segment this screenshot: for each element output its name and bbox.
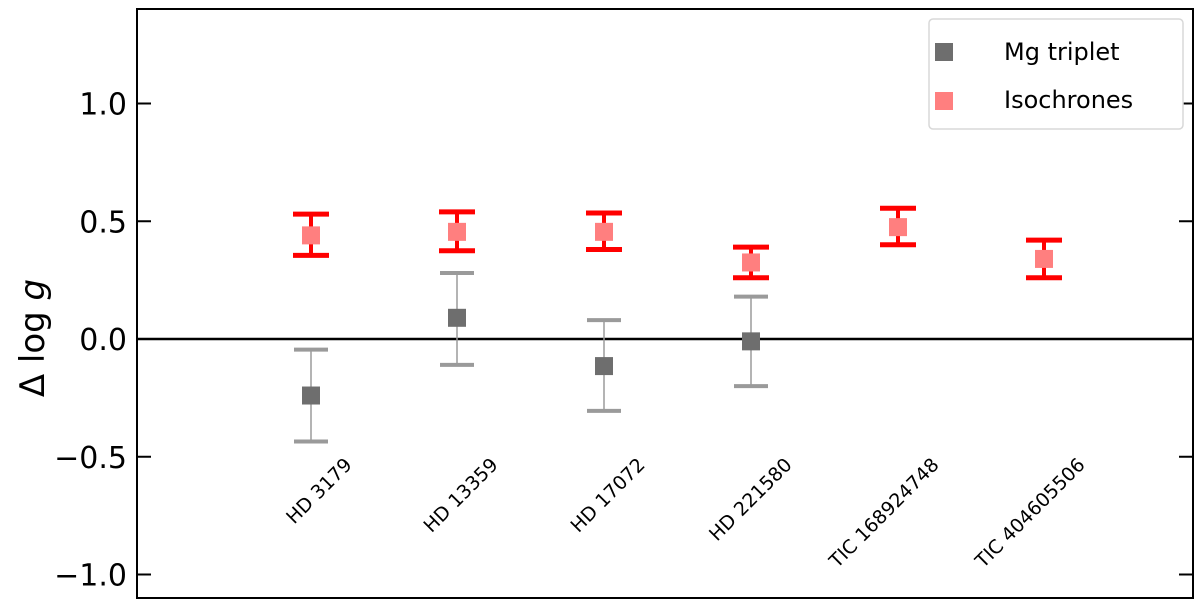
legend-box	[928, 18, 1184, 130]
y-tick-label: −1.0	[54, 559, 127, 594]
y-axis: 1.0 0.5 0.0 −0.5 −1.0	[54, 88, 1193, 594]
y-axis-title: Δ log g	[13, 279, 53, 397]
y-tick-label: 0.5	[79, 205, 127, 240]
category-label: HD 221580	[705, 454, 797, 546]
isochrones-marker	[742, 253, 760, 272]
plot-frame	[136, 8, 1194, 599]
y-tick-label: −0.5	[54, 441, 127, 476]
category-labels: HD 3179 HD 13359 HD 17072 HD 221580 TIC 1689…	[282, 454, 1089, 573]
legend-marker-mg-triplet	[935, 43, 953, 61]
data-layer	[293, 205, 1062, 444]
mg-triplet-marker	[448, 308, 466, 327]
y-tick-label: 0.0	[79, 323, 127, 358]
isochrones-marker	[1035, 249, 1053, 268]
category-label: HD 17072	[567, 454, 650, 537]
legend-marker-isochrones	[935, 92, 953, 110]
y-axis-title-variable: g	[13, 279, 53, 301]
legend-label-mg-triplet: Mg triplet	[1004, 38, 1120, 66]
category-label: HD 3179	[282, 454, 356, 528]
category-label: HD 13359	[420, 454, 503, 537]
legend: Mg triplet Isochrones	[928, 18, 1184, 130]
category-label: TIC 404605506	[971, 454, 1090, 573]
y-tick-label: 1.0	[79, 88, 127, 123]
mg-triplet-marker	[742, 332, 760, 351]
y-axis-title-prefix: Δ log	[13, 300, 53, 397]
legend-label-isochrones: Isochrones	[1004, 86, 1133, 114]
mg-triplet-marker	[302, 386, 320, 405]
isochrones-marker	[302, 226, 320, 245]
isochrones-marker	[595, 222, 613, 241]
category-label: TIC 168924748	[825, 454, 944, 573]
isochrones-marker	[448, 222, 466, 241]
isochrones-marker	[889, 218, 907, 237]
mg-triplet-marker	[595, 357, 613, 376]
